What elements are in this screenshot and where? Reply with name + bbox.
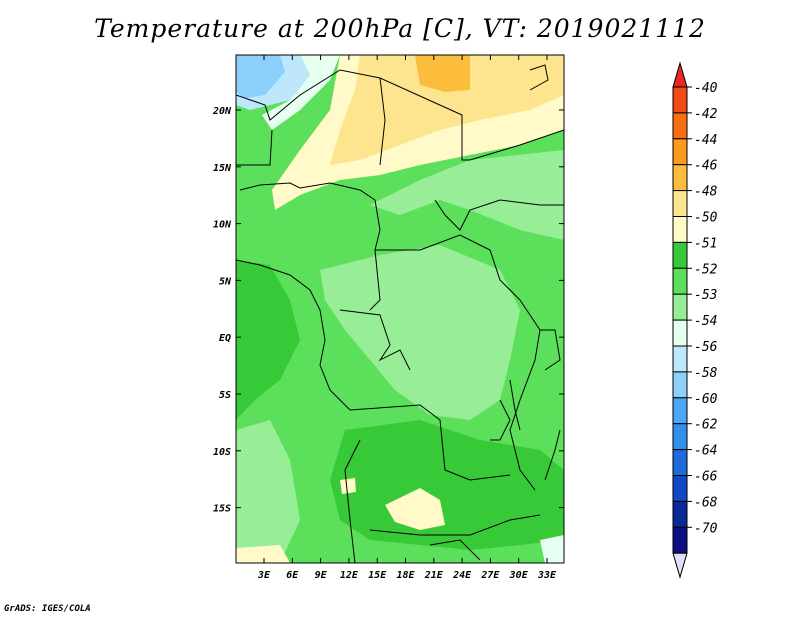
field-cold-blue <box>236 55 285 98</box>
x-tick-label: 6E <box>286 570 299 581</box>
map-title: Temperature at 200hPa [C], VT: 201902111… <box>94 14 706 43</box>
y-tick-label: 5S <box>219 390 231 401</box>
colorbar-box <box>672 164 688 192</box>
x-tick-label: 24E <box>452 570 472 581</box>
field-pale-band <box>262 55 340 130</box>
y-tick-label: 15S <box>213 504 231 515</box>
y-axis: 20N 15N 10N 5N EQ 5S 10S 15S <box>212 106 564 515</box>
colorbar-box <box>672 397 688 425</box>
field-pale-southeast <box>540 535 564 563</box>
temperature-field <box>236 55 564 563</box>
colorbar-label: -40 <box>694 81 718 96</box>
colorbar-label: -64 <box>694 444 717 459</box>
colorbar-box <box>672 138 688 166</box>
y-tick-label: 10N <box>213 220 232 231</box>
y-tick-label: EQ <box>219 333 231 344</box>
colorbar-box <box>672 475 688 502</box>
colorbar-box <box>672 371 688 399</box>
x-axis: 3E 6E 9E 12E 15E 18E 21E 24E 27E 30E 33E <box>257 55 557 581</box>
map-frame <box>235 54 565 564</box>
colorbar-box <box>672 241 688 269</box>
colorbar-label: -60 <box>694 392 718 407</box>
colorbar-box <box>672 319 688 347</box>
colorbar-label: -46 <box>694 159 718 174</box>
colorbar-label: -48 <box>694 185 718 200</box>
colorbar-box <box>672 190 688 218</box>
x-tick-label: 15E <box>368 570 387 581</box>
borders <box>236 64 564 563</box>
field-dark-green-south <box>330 420 564 550</box>
x-tick-label: 21E <box>424 570 444 581</box>
y-tick-label: 15N <box>213 163 232 174</box>
field-warm-orange <box>415 55 470 92</box>
field-dark-green-west <box>236 260 300 420</box>
colorbar-label: -44 <box>694 133 717 148</box>
colorbar-label: -42 <box>694 107 718 122</box>
colorbar-label: -54 <box>694 314 717 329</box>
colorbar-box <box>672 267 688 295</box>
field-light-green-central <box>320 245 520 420</box>
colorbar-label: -50 <box>694 211 718 226</box>
grads-credit: GrADS: IGES/COLA <box>4 604 91 614</box>
x-tick-label: 18E <box>396 570 415 581</box>
colorbar-label: -58 <box>694 366 718 381</box>
field-light-green-sw <box>236 420 300 563</box>
colorbar-box <box>672 216 688 243</box>
x-tick-label: 33E <box>537 570 557 581</box>
colorbar-box <box>672 423 688 451</box>
colorbar-box <box>672 449 688 477</box>
x-tick-label: 30E <box>509 570 529 581</box>
field-warm-south <box>385 488 445 530</box>
y-tick-label: 10S <box>213 447 231 458</box>
colorbar-box <box>672 345 688 373</box>
colorbar-label: -51 <box>694 236 717 251</box>
x-tick-label: 12E <box>340 570 359 581</box>
colorbar-box <box>672 293 688 321</box>
colorbar: -40 -42 -44 -46 -48 -50 -51 -52 -53 -54 -56 -58 -60 -… <box>672 61 718 579</box>
field-warm-spot <box>340 478 356 494</box>
colorbar-box <box>672 86 688 114</box>
field-light-green-north <box>370 150 564 240</box>
colorbar-label: -56 <box>694 340 718 355</box>
colorbar-box <box>672 500 688 528</box>
colorbar-box <box>672 526 688 554</box>
colorbar-label: -52 <box>694 262 718 277</box>
colorbar-label: -62 <box>694 418 718 433</box>
field-warm-yellow <box>330 55 564 165</box>
field-warm-southwest <box>236 545 290 563</box>
colorbar-label: -70 <box>694 521 718 536</box>
colorbar-label: -53 <box>694 288 717 303</box>
colorbar-bottom-arrow <box>672 552 688 579</box>
x-tick-label: 3E <box>257 570 271 581</box>
colorbar-top-arrow <box>672 61 688 88</box>
colorbar-label: -66 <box>694 470 718 485</box>
y-tick-label: 20N <box>212 106 232 117</box>
colorbar-box <box>672 112 688 140</box>
x-tick-label: 27E <box>480 570 500 581</box>
x-tick-label: 9E <box>315 570 328 581</box>
y-tick-label: 5N <box>219 276 232 287</box>
colorbar-label: -68 <box>694 495 718 510</box>
